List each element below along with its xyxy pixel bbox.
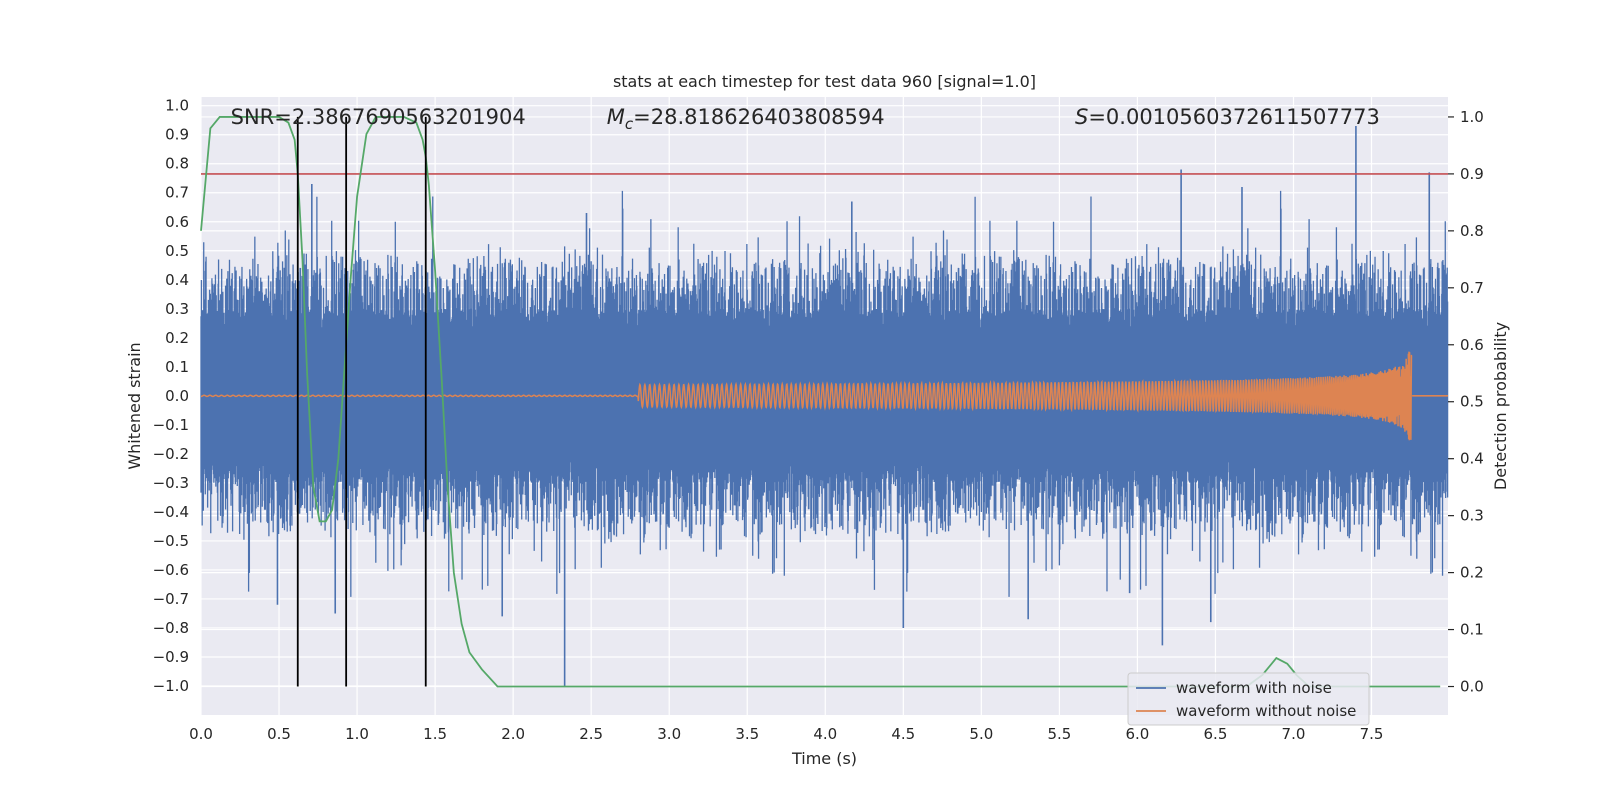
annotation-2: S=0.0010560372611507773 [1075, 105, 1380, 129]
clean-trace [200, 351, 1413, 441]
y-tick-label-15: −0.5 [153, 532, 189, 550]
y-tick-label-right-7: 0.3 [1460, 507, 1484, 525]
x-tick-label-0: 0.0 [189, 725, 213, 743]
y-tick-label-12: −0.2 [153, 445, 189, 463]
y-tick-label-3: 0.7 [165, 184, 189, 202]
y-tick-label-11: −0.1 [153, 416, 189, 434]
y-tick-label-20: −1.0 [153, 677, 189, 695]
chart-title: stats at each timestep for test data 960… [613, 72, 1036, 91]
x-tick-label-12: 6.0 [1125, 725, 1149, 743]
annotation-0: SNR=2.3867690563201904 [231, 105, 526, 129]
annotations: SNR=2.3867690563201904 Mc=28.818626403808… [231, 105, 1380, 133]
y-tick-label-0: 1.0 [165, 97, 189, 115]
y-tick-label-right-3: 0.7 [1460, 279, 1484, 297]
y-tick-label-14: −0.4 [153, 503, 189, 521]
x-tick-label-2: 1.0 [345, 725, 369, 743]
y-tick-label-6: 0.4 [165, 271, 189, 289]
x-axis-label: Time (s) [791, 749, 857, 768]
y-tick-label-13: −0.3 [153, 474, 189, 492]
x-tick-label-9: 4.5 [891, 725, 915, 743]
y-tick-label-8: 0.2 [165, 329, 189, 347]
x-tick-label-14: 7.0 [1282, 725, 1306, 743]
y-tick-label-4: 0.6 [165, 213, 189, 231]
legend[interactable]: waveform with noise waveform without nois… [1127, 672, 1370, 726]
y-tick-label-right-6: 0.4 [1460, 450, 1484, 468]
vertical-markers [296, 116, 427, 687]
y-tick-label-right-8: 0.2 [1460, 564, 1484, 582]
y-tick-label-19: −0.9 [153, 648, 189, 666]
legend-label-0: waveform with noise [1176, 679, 1332, 697]
y-axis-label-right: Detection probability [1491, 322, 1510, 490]
y-tick-label-right-4: 0.6 [1460, 336, 1484, 354]
y-tick-label-10: 0.0 [165, 387, 189, 405]
y-tick-label-right-0: 1.0 [1460, 108, 1484, 126]
y-tick-label-right-10: 0.0 [1460, 678, 1484, 696]
x-tick-label-3: 1.5 [423, 725, 447, 743]
x-tick-label-4: 2.0 [501, 725, 525, 743]
series-detection-probability [200, 116, 1441, 688]
y-tick-label-right-5: 0.5 [1460, 393, 1484, 411]
x-tick-label-13: 6.5 [1204, 725, 1228, 743]
y-axis-label: Whitened strain [125, 342, 144, 469]
legend-label-1: waveform without noise [1176, 702, 1356, 720]
probability-trace [200, 116, 1441, 688]
y-tick-label-right-2: 0.8 [1460, 222, 1484, 240]
y-axis-ticks-left: 1.0 0.9 0.8 0.7 0.6 0.5 0.4 0.3 0.2 0.1 0.0 −0.1 −0.… [153, 97, 189, 695]
x-tick-label-10: 5.0 [969, 725, 993, 743]
y-tick-label-9: 0.1 [165, 358, 189, 376]
y-tick-label-5: 0.5 [165, 242, 189, 260]
x-tick-label-15: 7.5 [1360, 725, 1384, 743]
y-tick-label-2: 0.8 [165, 155, 189, 173]
x-axis-ticks: 0.0 0.5 1.0 1.5 2.0 2.5 3.0 3.5 4.0 4.5 5.0 5.5 6.0 6… [189, 725, 1383, 743]
x-tick-label-6: 3.0 [657, 725, 681, 743]
y-tick-label-17: −0.7 [153, 590, 189, 608]
x-tick-label-11: 5.5 [1047, 725, 1071, 743]
y-tick-label-1: 0.9 [165, 126, 189, 144]
y-axis-ticks-right: 1.0 0.9 0.8 0.7 0.6 0.5 0.4 0.3 0.2 0.1 0.0 [1448, 108, 1484, 696]
series-waveform-without-noise [200, 351, 1448, 441]
legend-box [1127, 672, 1370, 726]
y-tick-label-right-9: 0.1 [1460, 621, 1484, 639]
annotation-1: Mc=28.818626403808594 [607, 105, 885, 133]
x-tick-label-5: 2.5 [579, 725, 603, 743]
y-tick-label-16: −0.6 [153, 561, 189, 579]
x-tick-label-1: 0.5 [267, 725, 291, 743]
y-tick-label-right-1: 0.9 [1460, 165, 1484, 183]
y-tick-label-18: −0.8 [153, 619, 189, 637]
x-tick-label-8: 4.0 [813, 725, 837, 743]
x-tick-label-7: 3.5 [735, 725, 759, 743]
y-tick-label-7: 0.3 [165, 300, 189, 318]
